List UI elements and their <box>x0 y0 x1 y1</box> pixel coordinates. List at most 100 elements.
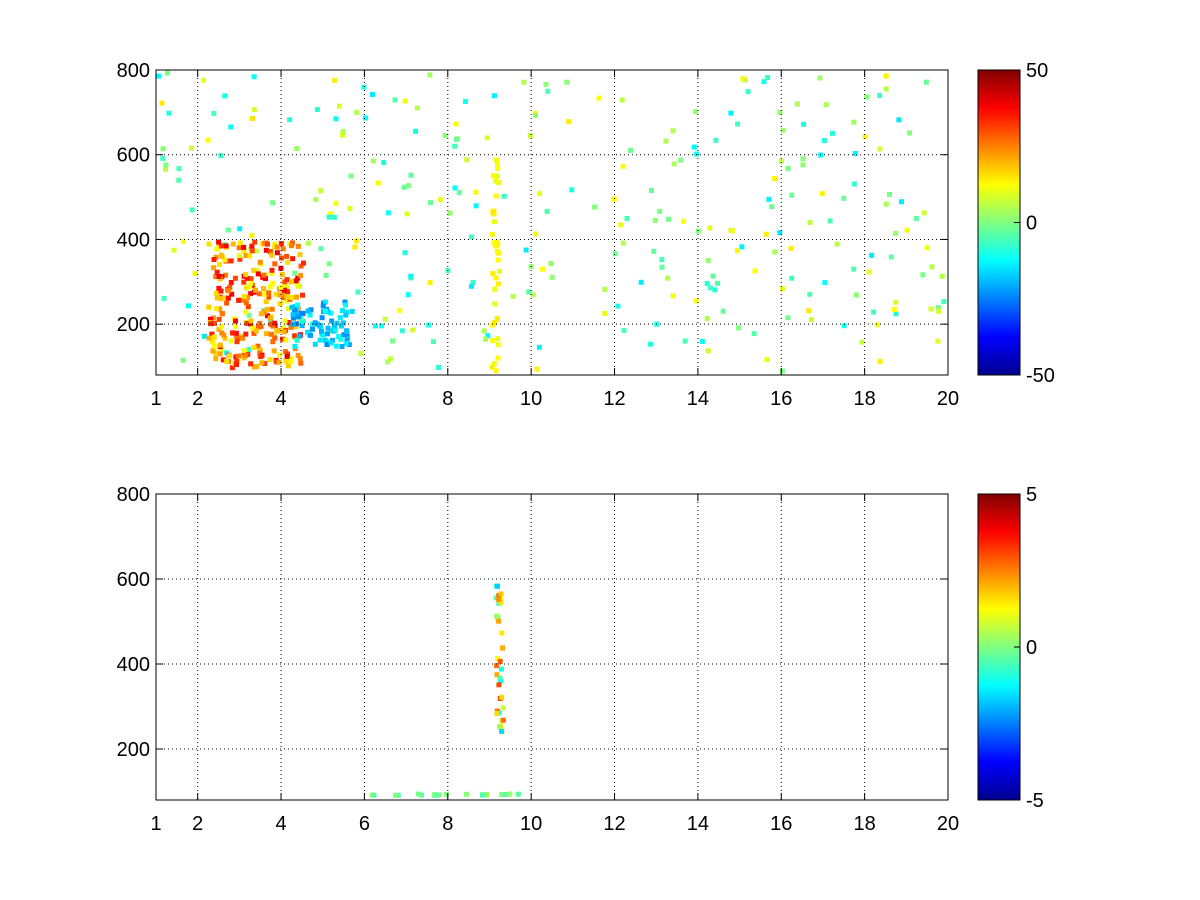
heatmap-cell <box>370 158 376 164</box>
heatmap-cell <box>240 335 246 341</box>
heatmap-cell <box>510 293 516 299</box>
heatmap-cell <box>806 308 812 314</box>
heatmap-cell <box>208 321 214 327</box>
heatmap-cell <box>498 678 504 684</box>
heatmap-cell <box>219 324 224 330</box>
heatmap-cell <box>254 364 260 369</box>
heatmap-cell <box>241 244 247 250</box>
heatmap-cell <box>266 290 272 296</box>
heatmap-cell <box>343 341 349 347</box>
heatmap-cell <box>242 353 248 359</box>
heatmap-cell <box>211 265 217 271</box>
heatmap-cell <box>253 248 259 254</box>
heatmap-cell <box>292 270 298 276</box>
y-tick-label: 200 <box>117 314 150 336</box>
heatmap-cell <box>262 361 268 366</box>
heatmap-cell <box>324 342 330 347</box>
heatmap-cell <box>682 338 688 344</box>
heatmap-cell <box>352 244 358 250</box>
heatmap-cell <box>777 230 783 236</box>
heatmap-cell <box>234 339 240 345</box>
heatmap-cell <box>233 333 239 339</box>
heatmap-cell <box>415 791 421 797</box>
heatmap-cell <box>300 292 305 298</box>
heatmap-cell <box>189 207 195 213</box>
heatmap-cell <box>497 675 503 681</box>
x-tick-label: 18 <box>854 813 876 835</box>
heatmap-cell <box>228 338 234 344</box>
heatmap-cell <box>527 133 533 139</box>
heatmap-cell <box>707 285 713 291</box>
heatmap-cell <box>276 359 282 365</box>
heatmap-cell <box>237 226 243 232</box>
heatmap-cell <box>495 166 501 172</box>
heatmap-cell <box>295 302 301 308</box>
heatmap-cell <box>638 279 644 285</box>
heatmap-cell <box>499 792 505 797</box>
heatmap-cell <box>489 231 495 237</box>
heatmap-cell <box>739 244 745 250</box>
heatmap-cell <box>282 318 288 324</box>
heatmap-cell <box>331 214 337 220</box>
heatmap-cell <box>794 101 800 107</box>
heatmap-cell <box>772 176 778 181</box>
heatmap-cell <box>852 151 858 156</box>
heatmap-cell <box>893 299 899 305</box>
heatmap-cell <box>216 239 222 245</box>
heatmap-cell <box>210 315 216 321</box>
x-tick-label: 1 <box>150 388 161 410</box>
x-tick-label: 4 <box>275 813 286 835</box>
heatmap-cell <box>495 342 501 348</box>
heatmap-cell <box>159 100 165 106</box>
heatmap-cell <box>299 323 305 328</box>
heatmap-cell <box>237 256 243 262</box>
heatmap-cell <box>164 70 170 76</box>
heatmap-cell <box>548 261 554 266</box>
x-tick-label: 16 <box>770 388 792 410</box>
heatmap-cell <box>201 77 206 83</box>
x-tick-label: 20 <box>937 813 959 835</box>
y-tick-label: 200 <box>117 739 150 761</box>
heatmap-cell <box>399 328 405 334</box>
heatmap-cell <box>494 249 500 254</box>
heatmap-cell <box>298 263 304 269</box>
heatmap-cell <box>745 89 751 95</box>
heatmap-cell <box>671 161 677 167</box>
heatmap-cell <box>370 91 375 97</box>
heatmap-cell <box>493 193 499 199</box>
heatmap-cell <box>929 264 935 270</box>
heatmap-cell <box>250 325 256 331</box>
heatmap-cell <box>405 292 411 298</box>
heatmap-cell <box>789 192 795 198</box>
heatmap-cell <box>281 329 287 335</box>
heatmap-cell <box>500 645 506 651</box>
heatmap-cell <box>705 258 711 264</box>
heatmap-cell <box>874 322 880 328</box>
heatmap-cell <box>651 248 657 254</box>
heatmap-cell <box>297 333 303 339</box>
heatmap-cell <box>800 162 806 168</box>
heatmap-cell <box>381 160 387 166</box>
heatmap-cell <box>447 210 453 216</box>
heatmap-cell <box>620 240 626 246</box>
heatmap-cell <box>160 155 166 161</box>
heatmap-cell <box>495 162 501 168</box>
bottom-heatmap-cells <box>369 583 521 798</box>
heatmap-cell <box>426 322 432 328</box>
heatmap-cell <box>752 268 758 274</box>
heatmap-cell <box>375 180 381 186</box>
heatmap-cell <box>549 274 555 280</box>
heatmap-cell <box>619 97 625 103</box>
heatmap-cell <box>216 326 222 332</box>
heatmap-cell <box>290 312 296 318</box>
heatmap-cell <box>217 351 223 357</box>
heatmap-cell <box>310 326 315 332</box>
heatmap-cell <box>216 285 222 291</box>
heatmap-cell <box>602 310 608 316</box>
heatmap-cell <box>283 337 289 343</box>
heatmap-cell <box>699 338 705 344</box>
heatmap-cell <box>853 292 859 298</box>
heatmap-cell <box>263 247 269 253</box>
heatmap-cell <box>296 283 301 289</box>
heatmap-cell <box>241 279 247 285</box>
